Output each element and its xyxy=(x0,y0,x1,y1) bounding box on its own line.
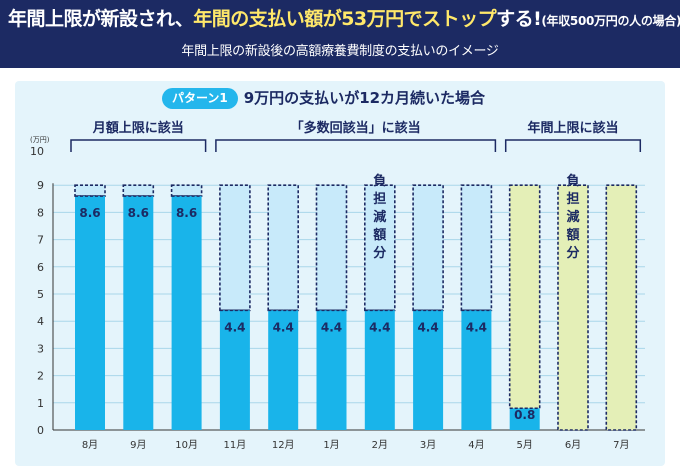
header-banner: 年間上限が新設され、年間の支払い額が53万円でストップする!(年収500万円の人… xyxy=(0,0,680,68)
headline-accent: 年間の支払い額が53万円でストップ xyxy=(193,8,497,30)
x-tick-label: 1月 xyxy=(323,439,339,451)
headline-part1: 年間上限が新設され、 xyxy=(8,8,194,30)
y-tick-label: 1 xyxy=(37,397,44,410)
annotation-label: 負担減額分 xyxy=(565,173,579,261)
bar-value-label: 8.6 xyxy=(128,206,149,220)
bar-paid xyxy=(123,196,154,430)
bar-reduced xyxy=(605,184,638,431)
group-bracket xyxy=(504,139,642,152)
x-tick-label: 10月 xyxy=(175,439,198,451)
y-tick-label: 6 xyxy=(37,261,44,274)
pattern-heading: パターン1 9万円の支払いが12カ月続いた場合 xyxy=(162,88,485,109)
bar-paid xyxy=(316,310,347,430)
x-tick-label: 7月 xyxy=(613,439,629,451)
group-label: 「多数回該当」に該当 xyxy=(291,120,421,136)
x-tick-label: 12月 xyxy=(272,439,295,451)
pattern-badge: パターン1 xyxy=(162,88,238,109)
pattern-title: 9万円の支払いが12カ月続いた場合 xyxy=(243,89,486,107)
bar-value-label: 4.4 xyxy=(273,320,294,334)
bar-value-label: 4.4 xyxy=(369,320,390,334)
y-tick-label: 9 xyxy=(37,179,44,192)
headline-part3: する! xyxy=(496,8,542,30)
bar-paid xyxy=(75,196,105,430)
x-tick-label: 3月 xyxy=(420,439,436,451)
bar-reduced xyxy=(170,184,203,197)
bar-reduced xyxy=(508,184,541,410)
y-tick-label: 8 xyxy=(37,206,44,219)
bar-paid xyxy=(413,310,444,430)
y-tick-label: 5 xyxy=(37,288,44,301)
headline-note: (年収500万円の人の場合) xyxy=(541,14,680,28)
bar-value-label: 8.6 xyxy=(176,206,197,220)
bar-paid xyxy=(171,196,202,430)
bar-value-label: 4.4 xyxy=(224,320,245,334)
bar-reduced xyxy=(412,184,444,312)
bar-value-label: 0.8 xyxy=(514,408,535,422)
y-tick-label: 3 xyxy=(37,342,44,355)
bar-value-label: 4.4 xyxy=(466,320,487,334)
y-tick-label: 10 xyxy=(30,145,44,158)
bar-paid xyxy=(509,408,540,430)
bar-reduced xyxy=(74,184,106,197)
x-tick-label: 6月 xyxy=(565,439,581,451)
y-tick-label: 7 xyxy=(37,234,44,247)
bar-paid xyxy=(219,310,250,430)
x-tick-label: 5月 xyxy=(517,439,533,451)
headline: 年間上限が新設され、年間の支払い額が53万円でストップする!(年収500万円の人… xyxy=(8,6,680,34)
bar-reduced xyxy=(219,184,251,312)
x-tick-label: 8月 xyxy=(82,439,98,451)
x-tick-label: 4月 xyxy=(468,439,484,451)
bar-value-label: 4.4 xyxy=(417,320,438,334)
y-unit-label: (万円) xyxy=(30,136,50,144)
y-tick-label: 4 xyxy=(37,315,44,328)
group-bracket xyxy=(70,139,207,152)
bar-reduced xyxy=(557,184,589,431)
y-tick-label: 0 xyxy=(37,424,44,437)
bar-paid xyxy=(364,310,395,430)
bar-reduced xyxy=(122,184,155,197)
bar-reduced xyxy=(315,184,348,312)
bar-paid xyxy=(268,310,299,430)
bar-paid xyxy=(461,310,492,430)
group-label: 年間上限に該当 xyxy=(527,120,618,136)
group-label: 月額上限に該当 xyxy=(92,120,184,136)
group-bracket xyxy=(215,139,497,152)
bar-reduced xyxy=(267,184,300,312)
x-tick-label: 2月 xyxy=(372,439,388,451)
bar-reduced xyxy=(460,184,493,312)
annotation-label: 負担減額分 xyxy=(372,173,386,261)
bar-value-label: 8.6 xyxy=(79,206,100,220)
subtitle: 年間上限の新設後の高額療養費制度の支払いのイメージ xyxy=(181,44,499,59)
x-tick-label: 9月 xyxy=(130,439,146,451)
bar-value-label: 4.4 xyxy=(321,320,342,334)
y-tick-label: 2 xyxy=(37,370,44,383)
x-tick-label: 11月 xyxy=(224,439,247,451)
